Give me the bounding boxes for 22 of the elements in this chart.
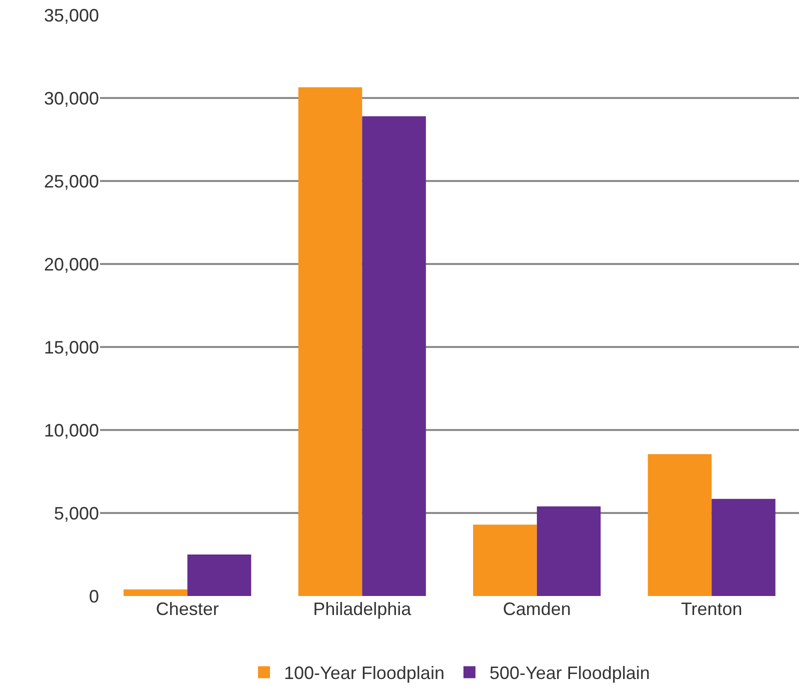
y-tick-label: 25,000 [44,171,99,192]
x-tick-label: Philadelphia [313,599,412,619]
bar [187,554,252,596]
bar [362,116,426,596]
y-tick-label: 10,000 [44,420,99,440]
x-tick-label: Camden [502,599,571,619]
bar [536,506,601,596]
bar [473,524,537,596]
y-tick-label: 35,000 [44,5,99,26]
y-tick-label: 0 [88,586,99,606]
bar [298,87,362,596]
x-tick-label: Chester [156,599,219,619]
x-tick-label: Trenton [680,599,742,619]
bar [648,454,712,596]
y-tick-label: 20,000 [44,254,99,274]
y-tick-label: 15,000 [44,337,99,358]
bar [712,498,776,596]
legend-label: 500-Year Floodplain [489,663,650,684]
bar [124,589,188,596]
y-tick-label: 5,000 [54,503,99,524]
y-tick-label: 30,000 [44,88,99,108]
legend-label: 100-Year Floodplain [284,663,444,684]
